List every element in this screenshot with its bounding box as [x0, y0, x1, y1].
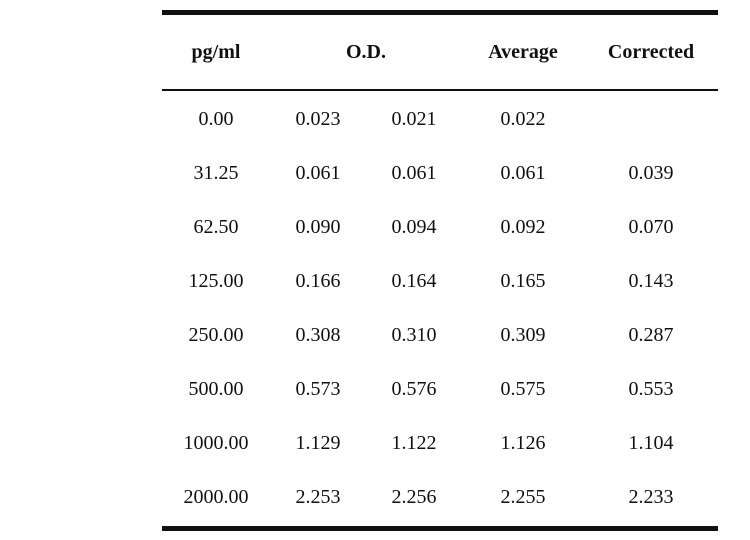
cell-od-2: 0.021: [391, 107, 437, 130]
cell-corrected: 0.287: [628, 323, 674, 346]
header-corrected: Corrected: [607, 40, 695, 63]
cell-od-2: 0.164: [391, 269, 437, 292]
cell-concentration: 31.25: [193, 161, 239, 184]
cell-od-1: 0.573: [295, 377, 341, 400]
standard-curve-table: pg/ml O.D. Average Corrected 0.00 0.023 …: [162, 10, 718, 531]
cell-concentration: 0.00: [198, 107, 234, 130]
header-concentration: pg/ml: [191, 40, 241, 63]
cell-average: 1.126: [500, 431, 546, 454]
table-row: 125.00 0.166 0.164 0.165 0.143: [162, 254, 718, 308]
cell-average: 2.255: [500, 485, 546, 508]
cell-od-1: 0.023: [295, 107, 341, 130]
header-rule: [162, 89, 718, 91]
cell-average: 0.165: [500, 269, 546, 292]
cell-concentration: 2000.00: [183, 485, 249, 508]
cell-average: 0.092: [500, 215, 546, 238]
table-row: 2000.00 2.253 2.256 2.255 2.233: [162, 470, 718, 524]
cell-corrected: 0.553: [628, 377, 674, 400]
cell-concentration: 1000.00: [183, 431, 249, 454]
table-row: 500.00 0.573 0.576 0.575 0.553: [162, 362, 718, 416]
cell-average: 0.022: [500, 107, 546, 130]
cell-od-1: 0.308: [295, 323, 341, 346]
table-body: 0.00 0.023 0.021 0.022 31.25 0.061 0.061…: [162, 91, 718, 526]
cell-corrected: 2.233: [628, 485, 674, 508]
table-row: 62.50 0.090 0.094 0.092 0.070: [162, 200, 718, 254]
cell-od-2: 0.061: [391, 161, 437, 184]
cell-concentration: 500.00: [188, 377, 244, 400]
header-row: pg/ml O.D. Average Corrected: [162, 15, 718, 89]
cell-od-2: 0.576: [391, 377, 437, 400]
cell-od-1: 1.129: [295, 431, 341, 454]
cell-od-2: 0.310: [391, 323, 437, 346]
table-row: 250.00 0.308 0.310 0.309 0.287: [162, 308, 718, 362]
table-row: 31.25 0.061 0.061 0.061 0.039: [162, 146, 718, 200]
top-rule: [162, 10, 718, 15]
cell-concentration: 125.00: [188, 269, 244, 292]
cell-corrected: 1.104: [628, 431, 674, 454]
cell-concentration: 250.00: [188, 323, 244, 346]
cell-corrected: 0.070: [628, 215, 674, 238]
cell-average: 0.061: [500, 161, 546, 184]
header-od: O.D.: [346, 40, 386, 63]
cell-od-2: 2.256: [391, 485, 437, 508]
table-row: 0.00 0.023 0.021 0.022: [162, 92, 718, 146]
cell-corrected: 0.039: [628, 161, 674, 184]
table-row: 1000.00 1.129 1.122 1.126 1.104: [162, 416, 718, 470]
cell-concentration: 62.50: [193, 215, 239, 238]
cell-average: 0.575: [500, 377, 546, 400]
cell-average: 0.309: [500, 323, 546, 346]
cell-od-1: 2.253: [295, 485, 341, 508]
cell-od-1: 0.061: [295, 161, 341, 184]
cell-od-2: 0.094: [391, 215, 437, 238]
bottom-rule: [162, 526, 718, 531]
cell-od-1: 0.090: [295, 215, 341, 238]
cell-corrected: 0.143: [628, 269, 674, 292]
cell-od-1: 0.166: [295, 269, 341, 292]
cell-od-2: 1.122: [391, 431, 437, 454]
header-average: Average: [488, 40, 558, 63]
